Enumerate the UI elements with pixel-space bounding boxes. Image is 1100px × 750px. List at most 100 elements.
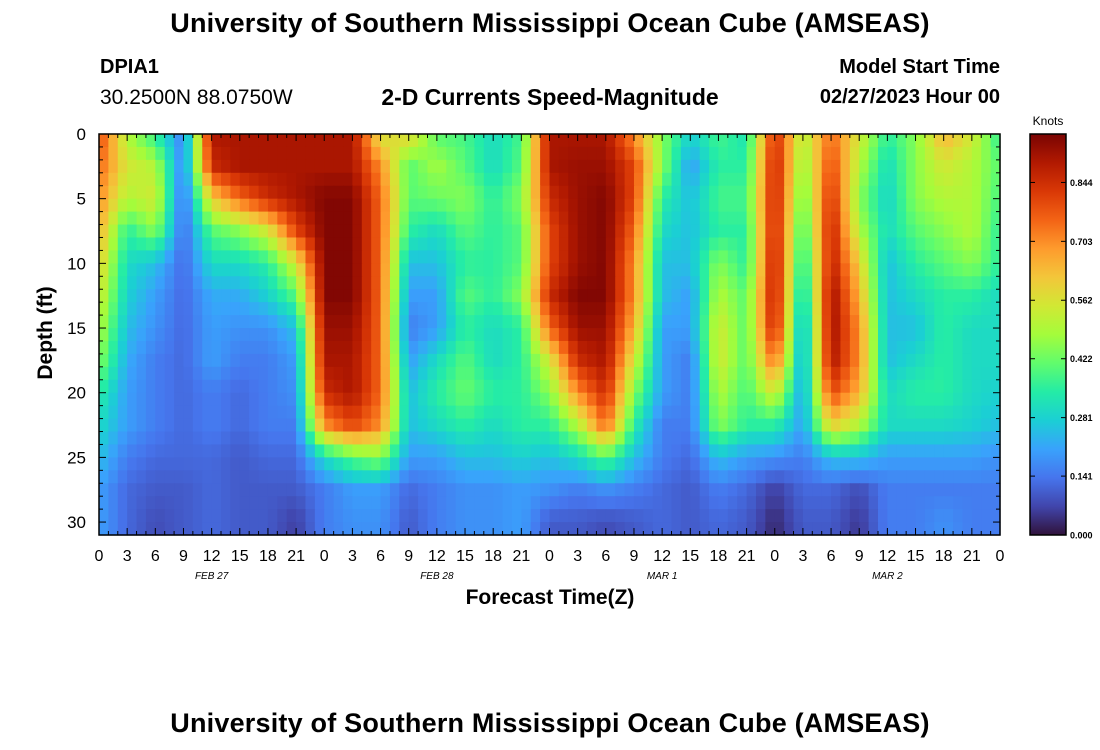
heatmap-cell [305, 509, 316, 523]
heatmap-cell [108, 159, 119, 174]
heatmap-cell [587, 185, 598, 200]
heatmap-cell [277, 457, 288, 471]
heatmap-cell [915, 250, 926, 264]
heatmap-cell [211, 509, 222, 523]
heatmap-cell [455, 146, 466, 161]
heatmap-cell [568, 392, 579, 407]
heatmap-cell [511, 146, 522, 161]
heatmap-cell [709, 315, 720, 329]
heatmap-cell [662, 185, 673, 200]
heatmap-cell [108, 263, 119, 277]
heatmap-cell [305, 146, 316, 161]
heatmap-cell [230, 366, 241, 381]
heatmap-cell [127, 483, 138, 497]
heatmap-cell [446, 302, 457, 316]
heatmap-cell [643, 263, 654, 277]
heatmap-cell [709, 366, 720, 381]
heatmap-cell [380, 444, 391, 458]
heatmap-cell [924, 496, 935, 510]
heatmap-cell [877, 198, 888, 213]
heatmap-cell [558, 522, 569, 536]
heatmap-cell [117, 172, 128, 187]
heatmap-cell [924, 392, 935, 407]
heatmap-cell [671, 134, 682, 148]
heatmap-cell [877, 250, 888, 264]
heatmap-cell [99, 340, 109, 355]
heatmap-cell [108, 366, 119, 381]
heatmap-cell [333, 276, 344, 290]
heatmap-cell [896, 470, 907, 484]
heatmap-cell [427, 366, 438, 381]
heatmap-cell [427, 289, 438, 303]
heatmap-cell [840, 353, 851, 368]
heatmap-cell [896, 172, 907, 187]
heatmap-cell [408, 289, 419, 303]
heatmap-cell [249, 444, 260, 458]
heatmap-cell [652, 392, 663, 407]
heatmap-cell [502, 276, 513, 290]
heatmap-cell [568, 509, 579, 523]
heatmap-cell [502, 470, 513, 484]
heatmap-cell [117, 134, 128, 148]
heatmap-cell [267, 224, 278, 239]
heatmap-cell [624, 302, 635, 316]
heatmap-cell [990, 159, 1001, 174]
heatmap-cell [690, 134, 701, 148]
heatmap-cell [305, 211, 316, 226]
heatmap-cell [643, 211, 654, 226]
heatmap-cell [877, 302, 888, 316]
heatmap-cell [849, 522, 860, 536]
heatmap-cell [587, 340, 598, 355]
heatmap-cell [633, 496, 644, 510]
heatmap-cell [418, 405, 429, 420]
heatmap-cell [511, 276, 522, 290]
heatmap-cell [868, 302, 879, 316]
heatmap-cell [784, 172, 795, 187]
heatmap-cell [840, 263, 851, 277]
heatmap-cell [877, 522, 888, 536]
heatmap-cell [915, 134, 926, 148]
heatmap-cell [446, 522, 457, 536]
heatmap-cell [868, 198, 879, 213]
heatmap-cell [99, 379, 109, 394]
heatmap-cell [662, 211, 673, 226]
heatmap-cell [633, 263, 644, 277]
heatmap-cell [155, 159, 166, 174]
heatmap-cell [230, 457, 241, 471]
heatmap-cell [615, 392, 626, 407]
heatmap-cell [549, 185, 560, 200]
heatmap-cell [615, 159, 626, 174]
heatmap-cell [953, 340, 964, 355]
heatmap-cell [802, 224, 813, 239]
heatmap-cell [962, 431, 973, 446]
heatmap-cell [831, 457, 842, 471]
heatmap-cell [211, 289, 222, 303]
heatmap-cell [774, 366, 785, 381]
heatmap-cell [587, 146, 598, 161]
heatmap-cell [615, 224, 626, 239]
heatmap-cell [465, 159, 476, 174]
heatmap-cell [624, 522, 635, 536]
heatmap-cell [371, 250, 382, 264]
heatmap-cell [427, 340, 438, 355]
heatmap-cell [296, 431, 307, 446]
heatmap-cell [652, 289, 663, 303]
heatmap-cell [418, 340, 429, 355]
heatmap-cell [793, 353, 804, 368]
heatmap-cell [558, 185, 569, 200]
heatmap-cell [896, 302, 907, 316]
heatmap-cell [755, 379, 766, 394]
heatmap-cell [709, 483, 720, 497]
heatmap-cell [709, 302, 720, 316]
heatmap-cell [164, 211, 175, 226]
heatmap-cell [765, 315, 776, 329]
heatmap-cell [577, 509, 588, 523]
heatmap-cell [849, 263, 860, 277]
heatmap-cell [183, 379, 194, 394]
heatmap-cell [605, 250, 616, 264]
heatmap-cell [662, 353, 673, 368]
heatmap-cell [465, 496, 476, 510]
heatmap-cell [812, 211, 823, 226]
heatmap-cell [314, 276, 325, 290]
heatmap-cell [399, 185, 410, 200]
